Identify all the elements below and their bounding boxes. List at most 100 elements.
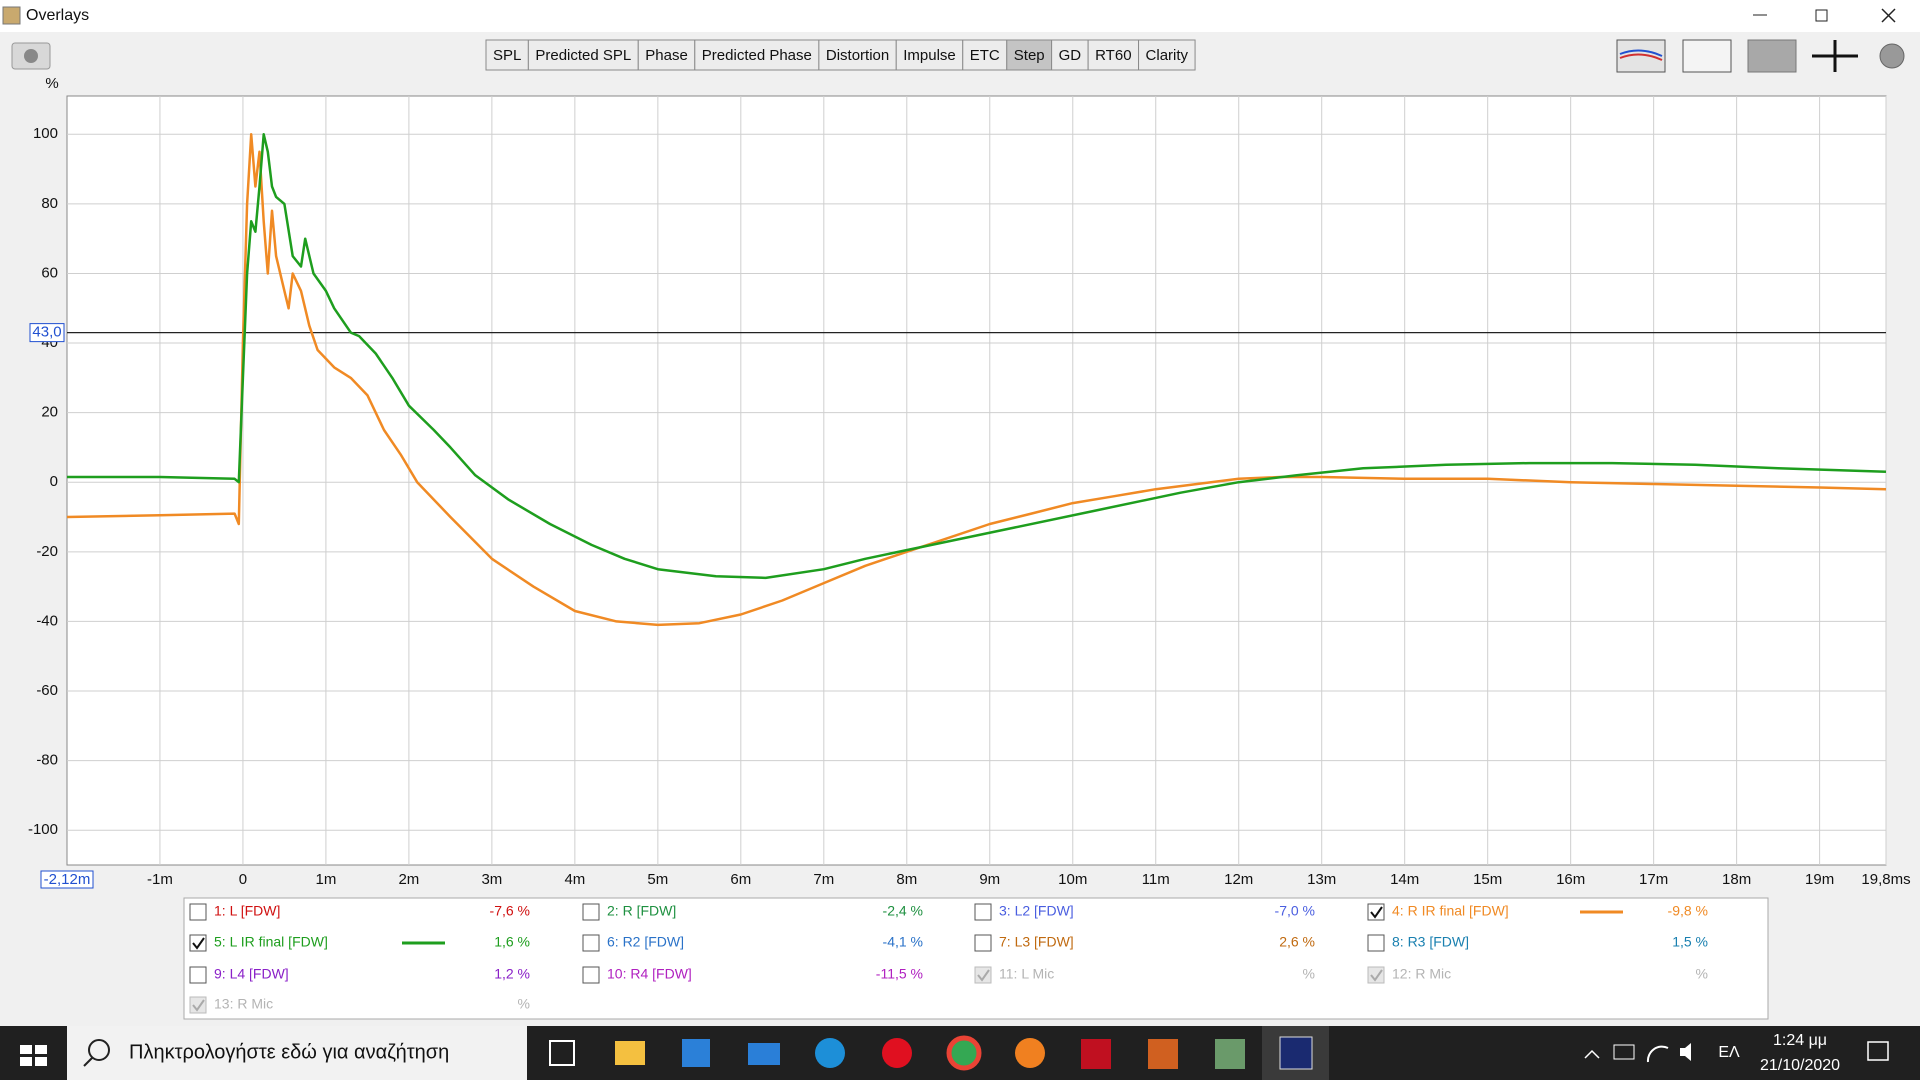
legend-checkbox[interactable] xyxy=(189,903,207,921)
legend-checkbox[interactable] xyxy=(974,934,992,952)
wifi-icon[interactable] xyxy=(1646,1045,1669,1063)
x-tick-label: 19m xyxy=(1805,871,1834,888)
checkmark xyxy=(1370,906,1383,919)
y-tick-label: 20 xyxy=(41,404,58,421)
tab-button[interactable] xyxy=(527,39,639,71)
app[interactable] xyxy=(1215,1039,1245,1069)
file-explorer[interactable] xyxy=(615,1041,645,1065)
x-tick-label: 3m xyxy=(481,871,502,888)
cursor-label: 43,0 xyxy=(32,324,61,341)
legend-checkbox[interactable] xyxy=(189,996,207,1014)
legend-checkbox[interactable] xyxy=(582,934,600,952)
overlay-button[interactable] xyxy=(1747,39,1797,73)
legend-checkbox[interactable] xyxy=(189,966,207,984)
edge[interactable] xyxy=(815,1038,845,1068)
x-tick-label: 8m xyxy=(896,871,917,888)
tab-button[interactable] xyxy=(895,39,964,71)
icon-curve xyxy=(1619,49,1663,57)
legend-checkbox[interactable] xyxy=(1367,966,1385,984)
rew-icon xyxy=(1279,1036,1313,1070)
opera[interactable] xyxy=(882,1038,912,1068)
x-tick-label: -1m xyxy=(147,871,173,888)
tab-button[interactable] xyxy=(1138,39,1196,71)
restore-button[interactable] xyxy=(1815,9,1828,22)
legend-checkbox[interactable] xyxy=(1367,903,1385,921)
legend-value: % xyxy=(518,996,530,1012)
x-tick-label: 2m xyxy=(398,871,419,888)
browser[interactable] xyxy=(1015,1038,1045,1068)
close-button[interactable] xyxy=(1881,8,1896,23)
tab-label: Predicted Phase xyxy=(702,47,812,64)
search-box[interactable] xyxy=(67,1026,527,1080)
series-line xyxy=(67,133,1887,580)
tab-label: SPL xyxy=(493,47,521,64)
network-icon[interactable] xyxy=(1613,1044,1635,1060)
legend-checkbox[interactable] xyxy=(582,966,600,984)
store[interactable] xyxy=(682,1039,710,1067)
legend-value: 1,2 % xyxy=(494,966,530,982)
checkmark xyxy=(192,999,205,1012)
y-tick-label: 80 xyxy=(41,195,58,212)
volume-icon[interactable] xyxy=(1680,1043,1691,1061)
y-axis-unit: % xyxy=(45,75,58,92)
y-tick-label: -80 xyxy=(36,752,58,769)
view-controls xyxy=(1616,39,1905,73)
vertical-zoom-button[interactable] xyxy=(1616,39,1666,73)
search-icon xyxy=(88,1039,110,1061)
tray-expand[interactable] xyxy=(1584,1049,1600,1059)
y-tick-label: -40 xyxy=(36,612,58,629)
legend-checkbox[interactable] xyxy=(189,934,207,952)
tab-button[interactable] xyxy=(637,39,696,71)
legend-checkbox[interactable] xyxy=(974,966,992,984)
legend-name: 1: L [FDW] xyxy=(214,903,280,919)
legend-name: 6: R2 [FDW] xyxy=(607,934,684,950)
tab-button[interactable] xyxy=(962,39,1008,71)
x-tick-label: 0 xyxy=(239,871,247,888)
settings-button[interactable] xyxy=(1879,43,1905,69)
fit-button[interactable] xyxy=(1812,40,1858,72)
notifications[interactable] xyxy=(1867,1041,1889,1061)
app-icon xyxy=(2,6,21,25)
y-tick-label: -60 xyxy=(36,682,58,699)
x-tick-label: 18m xyxy=(1722,871,1751,888)
start-button[interactable] xyxy=(20,1045,47,1066)
clock-date[interactable]: 21/10/2020 xyxy=(1760,1057,1840,1074)
clock-time[interactable]: 1:24 μμ xyxy=(1773,1032,1827,1049)
x-tick-label: 13m xyxy=(1307,871,1336,888)
legend-checkbox[interactable] xyxy=(974,903,992,921)
legend-value: 2,6 % xyxy=(1279,934,1315,950)
legend-name: 8: R3 [FDW] xyxy=(1392,934,1469,950)
legend-checkbox[interactable] xyxy=(582,903,600,921)
legend-value: % xyxy=(1696,966,1708,982)
legend-value: -7,0 % xyxy=(1275,903,1315,919)
legend-checkbox[interactable] xyxy=(1367,934,1385,952)
language-indicator[interactable]: ΕΛ xyxy=(1718,1044,1740,1061)
chrome[interactable] xyxy=(946,1035,982,1071)
x-tick-label: 17m xyxy=(1639,871,1668,888)
taskbar-apps xyxy=(549,1026,1329,1080)
legend-name: 11: L Mic xyxy=(999,966,1054,982)
tab-button[interactable] xyxy=(818,39,897,71)
tab-button[interactable] xyxy=(1087,39,1140,71)
tab-label: Predicted SPL xyxy=(535,47,631,64)
legend-value: -9,8 % xyxy=(1668,903,1708,919)
mail[interactable] xyxy=(748,1043,780,1065)
app[interactable] xyxy=(1081,1039,1111,1069)
winrar[interactable] xyxy=(1148,1039,1178,1069)
tab-button[interactable] xyxy=(485,39,529,71)
tab-button[interactable] xyxy=(1051,39,1089,71)
task-view[interactable] xyxy=(549,1040,575,1066)
x-tick-label: 10m xyxy=(1058,871,1087,888)
legend-name: 12: R Mic xyxy=(1392,966,1451,982)
y-tick-label: 100 xyxy=(33,125,58,142)
x-tick-label: 1m xyxy=(315,871,336,888)
x-tick-label: 6m xyxy=(730,871,751,888)
legend-name: 7: L3 [FDW] xyxy=(999,934,1074,950)
legend-value: % xyxy=(1303,966,1315,982)
tab-label: Phase xyxy=(645,47,688,64)
limits-button[interactable] xyxy=(1682,39,1732,73)
checkmark xyxy=(1370,969,1383,982)
legend-value: -7,6 % xyxy=(490,903,530,919)
